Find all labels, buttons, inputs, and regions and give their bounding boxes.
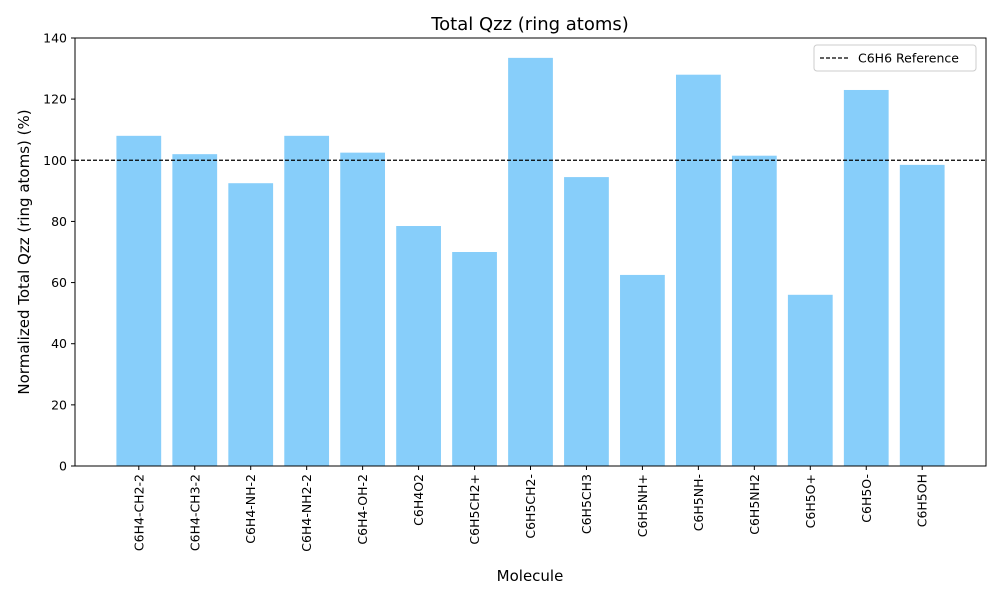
bar (340, 152, 386, 466)
bar (675, 74, 721, 466)
x-tick-label: C6H5CH3 (579, 474, 594, 534)
legend-label: C6H6 Reference (858, 51, 959, 66)
bar (731, 155, 777, 466)
y-tick-label: 60 (51, 275, 67, 290)
x-tick-label: C6H5CH2+ (467, 474, 482, 545)
x-tick-label: C6H5O+ (803, 474, 818, 528)
x-axis-label: Molecule (497, 567, 564, 585)
bar (172, 154, 218, 467)
bar (116, 135, 162, 466)
bar (620, 274, 665, 466)
y-axis-label: Normalized Total Qzz (ring atoms) (%) (15, 109, 33, 394)
bar (843, 89, 889, 466)
chart-title: Total Qzz (ring atoms) (430, 14, 629, 35)
x-tick-label: C6H5O- (859, 474, 874, 523)
legend-box (813, 44, 977, 72)
x-tick-label: C6H4-CH2-2 (131, 474, 146, 551)
x-tick-label: C6H5NH2 (747, 474, 762, 535)
bar (508, 57, 553, 467)
y-tick-label: 0 (59, 459, 67, 474)
bar (228, 183, 274, 466)
bars-group (116, 57, 945, 467)
y-tick-label: 120 (43, 92, 67, 107)
x-tick-label: C6H5NH+ (635, 474, 650, 537)
x-tick-label: C6H5NH- (691, 474, 706, 531)
x-tick-label: C6H5OH (915, 474, 930, 527)
bar (396, 226, 441, 466)
y-tick-label: 100 (43, 153, 67, 168)
x-tick-label: C6H4-NH2-2 (299, 474, 314, 552)
bar (284, 135, 330, 466)
bar (564, 177, 609, 466)
bar (899, 164, 945, 466)
bar (452, 252, 497, 466)
y-tick-label: 20 (51, 397, 67, 412)
x-tick-label: C6H4-OH-2 (355, 474, 370, 545)
axes-group: C6H4-CH2-2 C6H4-CH3-2 C6H4-NH-2 C6H4-NH2-2 C… (43, 31, 987, 552)
x-tick-label: C6H4-NH-2 (243, 474, 258, 544)
x-tick-label: C6H5CH2- (523, 474, 538, 539)
plot-frame (74, 37, 987, 467)
legend: C6H6 Reference (813, 44, 977, 72)
y-tick-label: 40 (51, 336, 67, 351)
x-tick-label: C6H4O2 (411, 474, 426, 526)
bar (787, 294, 833, 466)
x-tick-label: C6H4-CH3-2 (187, 474, 202, 551)
y-tick-label: 80 (51, 214, 67, 229)
y-tick-label: 140 (43, 31, 67, 46)
